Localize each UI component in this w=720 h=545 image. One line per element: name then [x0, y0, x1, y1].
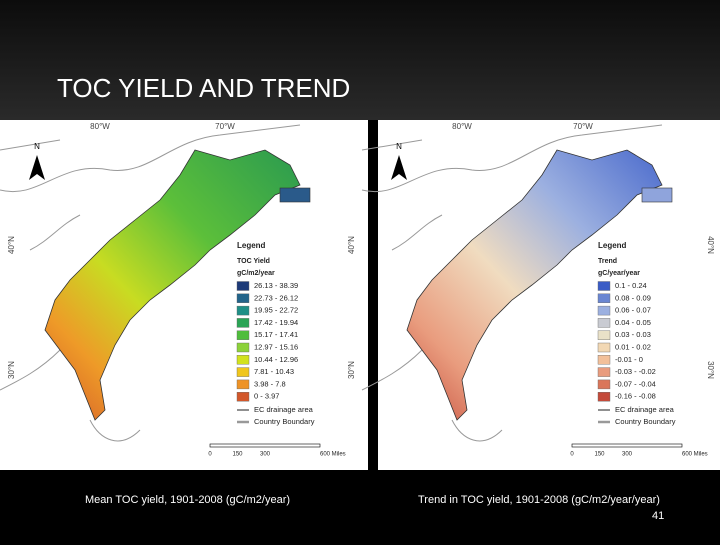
legend-swatch: [236, 367, 250, 377]
lat-label: 40°N: [706, 236, 715, 254]
legend-label: 0.1 - 0.24: [615, 281, 647, 290]
lon-label: 70°W: [215, 122, 235, 131]
legend-swatch: [597, 318, 611, 328]
lon-label: 80°W: [90, 122, 110, 131]
lat-label: 40°N: [347, 236, 356, 254]
legend-label: 7.81 - 10.43: [254, 367, 294, 376]
legend-label: Country Boundary: [615, 417, 676, 426]
lat-label: 30°N: [347, 361, 356, 379]
north-arrow: [391, 155, 407, 180]
legend-label: 22.73 - 26.12: [254, 293, 298, 302]
legend-swatch: [236, 318, 250, 328]
legend-label: 10.44 - 12.96: [254, 355, 298, 364]
legend-label: 26.13 - 38.39: [254, 281, 298, 290]
legend-swatch: [236, 392, 250, 402]
scale-label: 600 Miles: [682, 452, 708, 458]
map-left: [0, 124, 311, 442]
legend-title: Legend: [598, 241, 627, 250]
legend-subtitle: TOC Yield: [237, 258, 270, 265]
legend-swatch: [597, 392, 611, 402]
lon-label: 80°W: [452, 122, 472, 131]
legend-swatch: [236, 281, 250, 291]
scale-label: 600 Miles: [320, 452, 346, 458]
legend-swatch: [597, 342, 611, 353]
legend-swatch: [597, 379, 611, 390]
scale-bar: [571, 443, 683, 448]
lat-label: 30°N: [7, 361, 16, 379]
scale-label: 300: [622, 452, 633, 458]
legend-label: EC drainage area: [254, 405, 314, 414]
legend-label: -0.07 - -0.04: [615, 379, 656, 388]
legend-swatch: [236, 355, 250, 365]
slide-title: TOC YIELD AND TREND: [57, 73, 350, 103]
legend-swatch: [236, 293, 250, 303]
legend-label: 0.04 - 0.05: [615, 318, 651, 327]
legend-swatch: [236, 305, 250, 316]
legend-label: 15.17 - 17.41: [254, 330, 298, 339]
legend-swatch: [236, 342, 250, 353]
legend-label: 19.95 - 22.72: [254, 306, 298, 315]
scale-label: 150: [594, 452, 605, 458]
legend-label: 17.42 - 19.94: [254, 318, 298, 327]
legend-label: 3.98 - 7.8: [254, 379, 286, 388]
north-label: N: [34, 142, 40, 151]
legend-label: 0.03 - 0.03: [615, 330, 651, 339]
legend-swatch: [597, 281, 611, 291]
legend-label: -0.03 - -0.02: [615, 367, 656, 376]
scale-label: 0: [208, 452, 212, 458]
title-band: [0, 0, 720, 120]
legend-label: 12.97 - 15.16: [254, 342, 298, 351]
page-number: 41: [652, 510, 664, 522]
lat-label: 30°N: [706, 361, 715, 379]
scale-label: 0: [570, 452, 574, 458]
legend-label: EC drainage area: [615, 405, 675, 414]
legend-swatch: [597, 367, 611, 377]
legend-subtitle: Trend: [598, 258, 617, 265]
legend-swatch: [597, 305, 611, 316]
scale-label: 300: [260, 452, 271, 458]
map-right: [361, 124, 673, 442]
legend-swatch: [597, 355, 611, 365]
lon-label: 70°W: [573, 122, 593, 131]
legend-swatch: [597, 330, 611, 340]
legend-label: 0 - 3.97: [254, 392, 279, 401]
legend-label: 0.06 - 0.07: [615, 306, 651, 315]
legend-label: -0.01 - 0: [615, 355, 643, 364]
scale-bar: [209, 443, 321, 448]
legend-unit: gC/year/year: [598, 270, 640, 277]
legend-label: Country Boundary: [254, 417, 315, 426]
legend-swatch: [597, 293, 611, 303]
legend-label: 0.01 - 0.02: [615, 342, 651, 351]
legend-label: -0.16 - -0.08: [615, 392, 656, 401]
legend-label: 0.08 - 0.09: [615, 293, 651, 302]
legend-title: Legend: [237, 241, 266, 250]
lat-label: 40°N: [7, 236, 16, 254]
caption: Trend in TOC yield, 1901-2008 (gC/m2/yea…: [418, 494, 660, 506]
scale-label: 150: [232, 452, 243, 458]
legend-unit: gC/m2/year: [237, 270, 275, 277]
north-arrow: [29, 155, 45, 180]
legend-swatch: [236, 330, 250, 340]
legend-swatch: [236, 379, 250, 390]
north-label: N: [396, 142, 402, 151]
caption: Mean TOC yield, 1901-2008 (gC/m2/year): [85, 494, 290, 506]
